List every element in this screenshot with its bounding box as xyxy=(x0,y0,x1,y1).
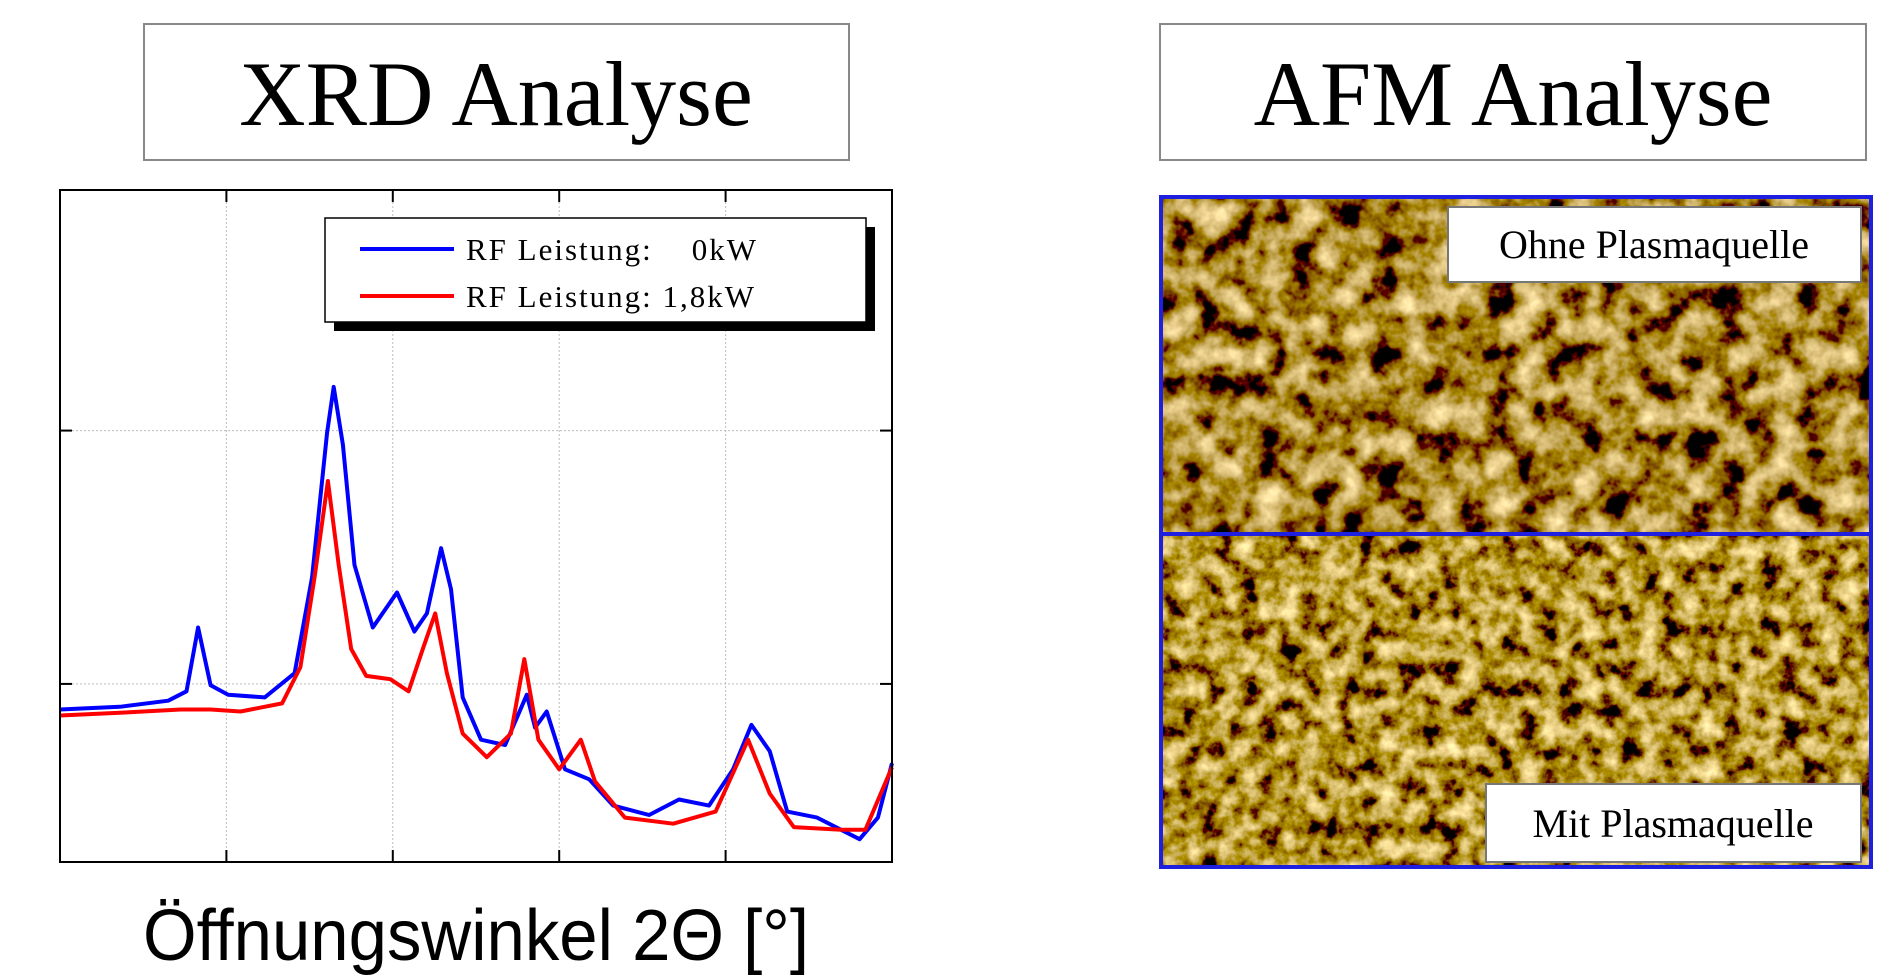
chart-title: XRD Analyse xyxy=(239,43,753,145)
title-box xyxy=(143,23,850,161)
title-box xyxy=(1159,23,1867,161)
data-line xyxy=(59,384,894,842)
plot: RF Leistung: 0kW RF Leistung: 1,8kW xyxy=(59,189,894,863)
afm-title: AFM Analyse xyxy=(1254,43,1773,145)
afm-label: Mit Plasmaquelle xyxy=(1532,801,1813,846)
label-box xyxy=(1447,206,1862,283)
x-axis-label: Öffnungswinkel 2Θ [°] xyxy=(143,896,809,976)
afm-label: Ohne Plasmaquelle xyxy=(1499,222,1809,267)
legend xyxy=(324,217,867,323)
legend-label: RF Leistung: 1,8kW xyxy=(466,279,756,314)
label-box xyxy=(1485,783,1862,863)
data-line xyxy=(59,479,894,832)
plot-frame xyxy=(59,189,893,863)
legend-label: RF Leistung: 0kW xyxy=(466,232,758,267)
